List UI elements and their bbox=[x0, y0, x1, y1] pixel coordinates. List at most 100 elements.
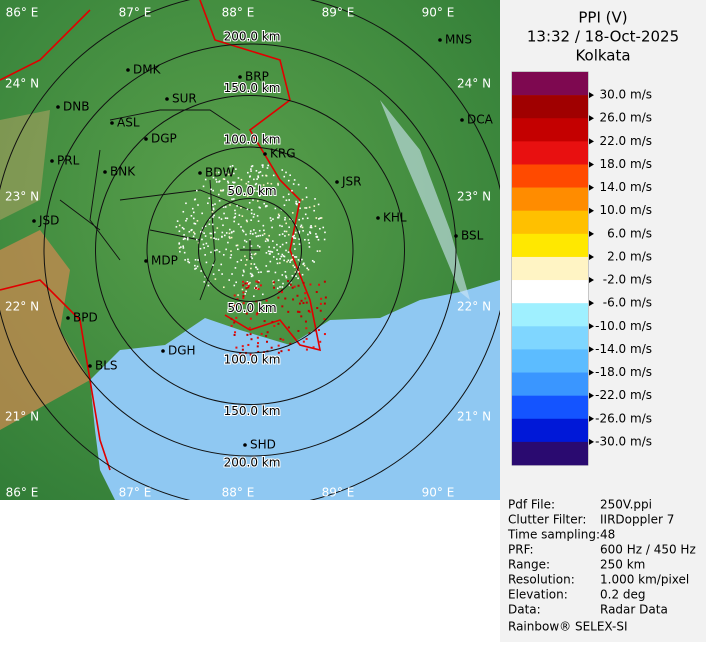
echo-pixel bbox=[291, 258, 293, 261]
echo-pixel bbox=[265, 252, 268, 254]
echo-pixel bbox=[182, 247, 185, 249]
echo-pixel bbox=[299, 207, 301, 210]
echo-pixel bbox=[186, 217, 188, 220]
echo-pixel bbox=[265, 334, 268, 337]
echo-pixel bbox=[210, 251, 212, 254]
echo-pixel bbox=[324, 231, 326, 234]
echo-pixel bbox=[250, 165, 253, 168]
city-dot bbox=[263, 152, 267, 156]
echo-pixel bbox=[269, 260, 272, 263]
legend-swatch bbox=[512, 326, 588, 350]
longitude-label: 90° E bbox=[422, 486, 455, 500]
echo-pixel bbox=[277, 344, 280, 347]
echo-pixel bbox=[226, 217, 229, 220]
latitude-label: 23° N bbox=[5, 190, 39, 204]
legend-label: 10.0 m/s bbox=[599, 203, 652, 217]
echo-pixel bbox=[269, 250, 272, 253]
echo-pixel bbox=[233, 333, 236, 336]
echo-pixel bbox=[237, 223, 240, 226]
echo-pixel bbox=[212, 176, 215, 179]
legend-swatch bbox=[512, 256, 588, 281]
echo-pixel bbox=[243, 271, 245, 273]
city-label: DGH bbox=[168, 344, 196, 358]
echo-pixel bbox=[302, 230, 304, 232]
echo-pixel bbox=[324, 296, 327, 299]
echo-pixel bbox=[315, 291, 318, 294]
echo-pixel bbox=[269, 217, 272, 219]
longitude-label: 88° E bbox=[222, 6, 255, 20]
echo-pixel bbox=[270, 346, 273, 349]
echo-pixel bbox=[234, 216, 236, 218]
echo-pixel bbox=[257, 244, 259, 247]
echo-pixel bbox=[235, 281, 237, 284]
echo-pixel bbox=[249, 281, 251, 284]
echo-pixel bbox=[266, 331, 269, 334]
city-dot bbox=[161, 349, 165, 353]
echo-pixel bbox=[224, 206, 227, 208]
echo-pixel bbox=[194, 264, 196, 267]
echo-pixel bbox=[258, 280, 260, 282]
legend-swatch bbox=[512, 118, 588, 142]
echo-pixel bbox=[203, 247, 206, 249]
echo-pixel bbox=[195, 238, 198, 241]
echo-pixel bbox=[267, 239, 269, 242]
echo-pixel bbox=[204, 178, 207, 181]
latitude-label: 21° N bbox=[5, 410, 39, 424]
echo-pixel bbox=[244, 293, 247, 295]
echo-pixel bbox=[302, 217, 304, 220]
echo-pixel bbox=[271, 251, 274, 253]
echo-pixel bbox=[287, 251, 290, 253]
echo-pixel bbox=[305, 207, 308, 209]
echo-pixel bbox=[211, 223, 214, 226]
echo-pixel bbox=[285, 171, 287, 174]
echo-pixel bbox=[276, 243, 278, 246]
range-label: 50.0 km bbox=[227, 184, 276, 198]
echo-pixel bbox=[274, 271, 277, 274]
echo-pixel bbox=[250, 212, 253, 215]
echo-pixel bbox=[266, 270, 269, 273]
echo-pixel bbox=[222, 189, 225, 191]
info-value: 600 Hz / 450 Hz bbox=[600, 543, 696, 557]
echo-pixel bbox=[281, 225, 283, 228]
echo-pixel bbox=[212, 216, 214, 218]
echo-pixel bbox=[283, 175, 286, 178]
echo-pixel bbox=[287, 259, 290, 262]
echo-pixel bbox=[183, 251, 186, 254]
echo-pixel bbox=[229, 204, 231, 206]
echo-pixel bbox=[313, 205, 316, 207]
echo-pixel bbox=[213, 214, 215, 217]
echo-pixel bbox=[279, 245, 282, 248]
echo-pixel bbox=[301, 273, 304, 276]
echo-pixel bbox=[269, 253, 271, 255]
echo-pixel bbox=[272, 240, 274, 242]
legend-arrow bbox=[589, 415, 594, 422]
echo-pixel bbox=[263, 229, 265, 232]
echo-pixel bbox=[279, 224, 281, 227]
echo-pixel bbox=[237, 177, 240, 179]
latitude-label: 21° N bbox=[457, 410, 491, 424]
echo-pixel bbox=[288, 284, 291, 287]
echo-pixel bbox=[218, 180, 221, 182]
echo-pixel bbox=[236, 261, 239, 263]
legend-label: -22.0 m/s bbox=[595, 388, 652, 402]
echo-pixel bbox=[258, 171, 260, 174]
info-value: IIRDoppler 7 bbox=[600, 513, 674, 527]
echo-pixel bbox=[271, 320, 274, 323]
echo-pixel bbox=[201, 238, 203, 241]
echo-pixel bbox=[270, 182, 273, 185]
echo-pixel bbox=[259, 284, 262, 287]
echo-pixel bbox=[200, 230, 202, 233]
echo-pixel bbox=[252, 199, 254, 201]
echo-pixel bbox=[293, 237, 295, 239]
echo-pixel bbox=[185, 202, 187, 205]
echo-pixel bbox=[221, 273, 223, 275]
echo-pixel bbox=[214, 171, 217, 174]
echo-pixel bbox=[210, 188, 213, 191]
echo-pixel bbox=[294, 248, 296, 250]
echo-pixel bbox=[318, 218, 320, 220]
echo-pixel bbox=[305, 196, 308, 199]
longitude-label: 89° E bbox=[322, 6, 355, 20]
echo-pixel bbox=[281, 274, 284, 276]
echo-pixel bbox=[178, 230, 181, 233]
echo-pixel bbox=[294, 231, 297, 234]
